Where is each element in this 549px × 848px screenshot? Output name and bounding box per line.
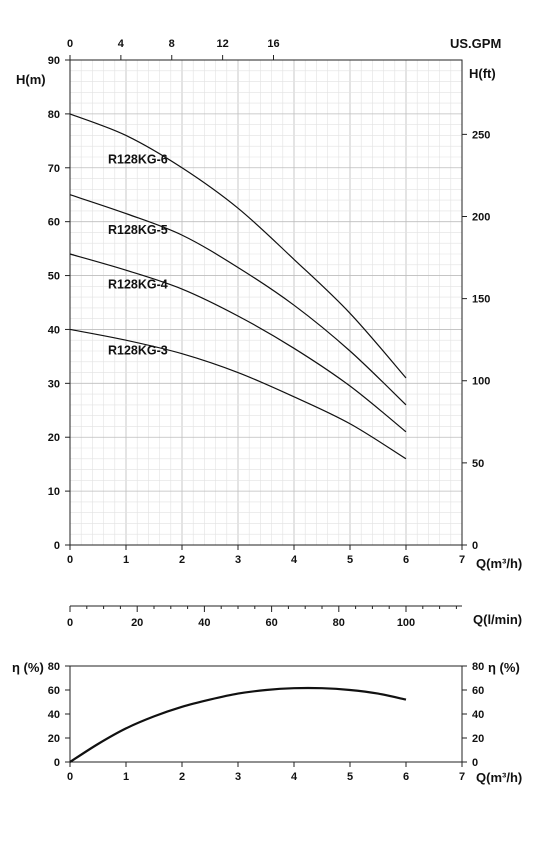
x-tick-label: 2 bbox=[179, 554, 185, 566]
head-plot-frame bbox=[69, 59, 463, 546]
y-tick-label-left: 40 bbox=[48, 324, 60, 336]
y-tick-label-right: 100 bbox=[472, 376, 490, 388]
top-tick-label: 16 bbox=[267, 38, 279, 50]
y-tick-label-left: 20 bbox=[48, 432, 60, 444]
lmin-tick-label: 20 bbox=[131, 617, 143, 629]
top-tick-label: 4 bbox=[118, 38, 125, 50]
lmin-tick-label: 60 bbox=[265, 617, 277, 629]
eff-x-axis-title: Q(m³/h) bbox=[476, 770, 522, 785]
top-tick-label: 0 bbox=[67, 38, 73, 50]
curve-label: R128KG-4 bbox=[108, 277, 168, 291]
y-axis-title-right: H(ft) bbox=[469, 66, 496, 81]
eff-y-title-right: η (%) bbox=[488, 660, 520, 675]
efficiency-curve bbox=[69, 686, 407, 763]
top-axis-title: US.GPM bbox=[450, 36, 501, 51]
y-tick-label-left: 30 bbox=[48, 378, 60, 390]
curve-label: R128KG-6 bbox=[108, 153, 168, 167]
eff-x-tick-label: 1 bbox=[123, 771, 129, 783]
y-tick-label-left: 0 bbox=[54, 540, 60, 552]
eff-x-tick-label: 5 bbox=[347, 771, 353, 783]
y-tick-label-right: 0 bbox=[472, 540, 478, 552]
tick-labels: 0 1 2 3 4 5 6 701020304050607080900501001502002… bbox=[48, 38, 491, 629]
eff-x-tick-label: 4 bbox=[291, 771, 298, 783]
eff-x-tick-label: 7 bbox=[459, 771, 465, 783]
eff-y-tick-label-right: 20 bbox=[472, 733, 484, 745]
head-curve-r128kg-5 bbox=[69, 194, 407, 406]
top-tick-label: 12 bbox=[216, 38, 228, 50]
eff-y-tick-label-right: 0 bbox=[472, 757, 478, 769]
head-curve-r128kg-3 bbox=[69, 328, 407, 460]
eff-y-tick-label-right: 40 bbox=[472, 709, 484, 721]
x-tick-label: 5 bbox=[347, 554, 353, 566]
lmin-axis-title: Q(l/min) bbox=[473, 612, 522, 627]
eff-x-tick-label: 2 bbox=[179, 771, 185, 783]
eff-x-tick-label: 6 bbox=[403, 771, 409, 783]
y-tick-label-right: 200 bbox=[472, 211, 490, 223]
x-tick-label: 6 bbox=[403, 554, 409, 566]
y-tick-label-left: 90 bbox=[48, 55, 60, 67]
y-tick-label-right: 150 bbox=[472, 294, 490, 306]
y-tick-label-left: 80 bbox=[48, 109, 60, 121]
eff-y-tick-label-left: 40 bbox=[48, 709, 60, 721]
eff-x-tick-label: 0 bbox=[67, 771, 73, 783]
lmin-tick-label: 40 bbox=[198, 617, 210, 629]
chart-frames bbox=[69, 59, 463, 546]
x-tick-label: 0 bbox=[67, 554, 73, 566]
x-tick-label: 7 bbox=[459, 554, 465, 566]
lmin-tick-label: 0 bbox=[67, 617, 73, 629]
y-tick-label-right: 50 bbox=[472, 458, 484, 470]
eff-x-tick-label: 3 bbox=[235, 771, 241, 783]
eff-y-tick-label-left: 60 bbox=[48, 685, 60, 697]
eff-y-tick-label-left: 80 bbox=[48, 661, 60, 673]
eff-y-tick-label-left: 0 bbox=[54, 757, 60, 769]
x-tick-label: 1 bbox=[123, 554, 129, 566]
head-curve-r128kg-4 bbox=[69, 253, 407, 433]
head-grid bbox=[69, 59, 463, 546]
curve-label: R128KG-3 bbox=[108, 343, 168, 357]
x-tick-label: 4 bbox=[291, 554, 298, 566]
eff-y-tick-label-left: 20 bbox=[48, 733, 60, 745]
lmin-tick-label: 100 bbox=[397, 617, 415, 629]
y-axis-title-left: H(m) bbox=[16, 72, 46, 87]
head-curve-r128kg-6 bbox=[69, 113, 407, 379]
y-tick-label-left: 10 bbox=[48, 486, 60, 498]
x-tick-label: 3 bbox=[235, 554, 241, 566]
curve-label: R128KG-5 bbox=[108, 223, 168, 237]
x-axis-title: Q(m³/h) bbox=[476, 556, 522, 571]
y-tick-label-right: 250 bbox=[472, 129, 490, 141]
head-curves: R128KG-6 R128KG-5 R128KG-4 R128KG-3 bbox=[69, 113, 407, 460]
y-tick-label-left: 70 bbox=[48, 163, 60, 175]
eff-y-title-left: η (%) bbox=[12, 660, 44, 675]
lmin-tick-label: 80 bbox=[333, 617, 345, 629]
y-tick-label-left: 50 bbox=[48, 271, 60, 283]
top-tick-label: 8 bbox=[169, 38, 175, 50]
eff-y-tick-label-right: 80 bbox=[472, 661, 484, 673]
eff-y-tick-label-right: 60 bbox=[472, 685, 484, 697]
y-tick-label-left: 60 bbox=[48, 217, 60, 229]
